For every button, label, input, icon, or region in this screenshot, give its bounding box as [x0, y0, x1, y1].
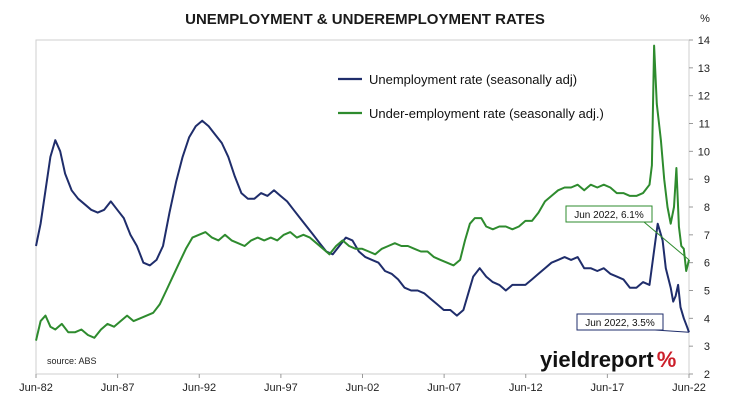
brand-logo: yieldreport% — [540, 347, 676, 372]
x-tick-label: Jun-12 — [509, 382, 543, 394]
brand-name: yieldreport — [540, 347, 654, 372]
annotation-unemployment-box — [576, 313, 664, 331]
annotation-underemployment-leader — [643, 221, 690, 261]
series-line-underemployment — [35, 44, 690, 341]
y-tick-label: 9 — [704, 174, 710, 186]
x-tick-label: Jun-87 — [101, 382, 135, 394]
annotation-underemployment-label: Jun 2022, 6.1% — [574, 210, 644, 221]
annotation-unemployment-label: Jun 2022, 3.5% — [585, 318, 655, 329]
y-tick-label: 7 — [704, 230, 710, 242]
y-tick-label: 13 — [698, 63, 710, 75]
x-axis: Jun-82 Jun-87 Jun-92 Jun-97 Jun-02 Jun-07 Jun-… — [19, 374, 706, 394]
y-tick-label: 6 — [704, 258, 710, 270]
x-tick-label: Jun-02 — [346, 382, 380, 394]
annotations: Jun 2022, 6.1% Jun 2022, 3.5% — [565, 205, 690, 333]
y-tick-label: 11 — [699, 119, 710, 131]
y-tick-label: 3 — [704, 341, 710, 353]
legend-label-unemployment: Unemployment rate (seasonally adj) — [369, 72, 577, 87]
chart-title: UNEMPLOYMENT & UNDEREMPLOYMENT RATES — [185, 11, 545, 28]
x-tick-label: Jun-17 — [591, 382, 625, 394]
x-tick-label: Jun-07 — [427, 382, 461, 394]
y-tick-label: 5 — [704, 286, 710, 298]
x-tick-label: Jun-92 — [182, 382, 216, 394]
x-tick-label: Jun-22 — [672, 382, 706, 394]
y-unit-label: % — [700, 13, 710, 25]
y-tick-label: 2 — [704, 369, 710, 381]
source-note: source: ABS — [47, 356, 97, 366]
y-tick-label: 8 — [704, 202, 710, 214]
legend: Unemployment rate (seasonally adj) Under… — [338, 72, 604, 121]
brand-percent-mark: % — [657, 347, 677, 372]
brand-wordmark: yieldreport% — [540, 347, 676, 372]
series-line-unemployment — [35, 119, 690, 333]
x-tick-label: Jun-97 — [264, 382, 298, 394]
x-tick-label: Jun-82 — [19, 382, 53, 394]
legend-label-underemployment: Under-employment rate (seasonally adj.) — [369, 106, 604, 121]
annotation-underemployment-box — [565, 205, 653, 223]
y-tick-label: 14 — [698, 35, 710, 47]
y-tick-label: 4 — [704, 313, 710, 325]
y-tick-label: 10 — [698, 146, 710, 158]
y-axis: 2 3 4 5 6 7 8 9 10 11 12 13 14 — [689, 35, 710, 381]
series-group — [35, 44, 690, 341]
y-tick-label: 12 — [698, 91, 710, 103]
